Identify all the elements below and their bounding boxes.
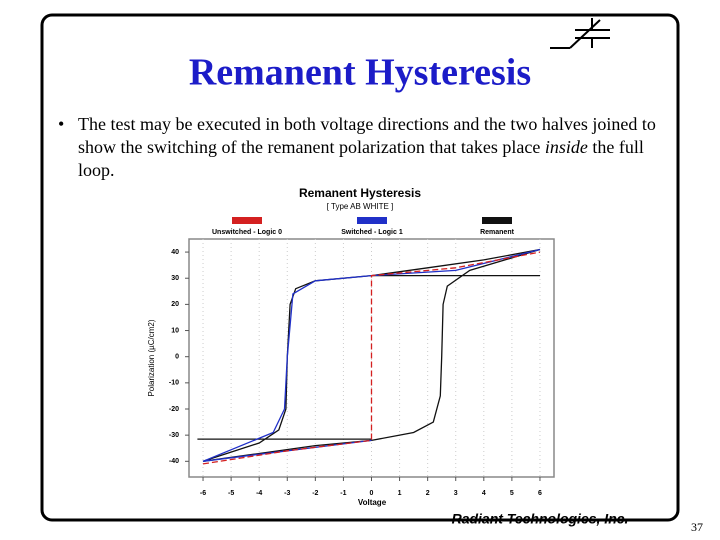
- bullet-text: The test may be executed in both voltage…: [78, 114, 656, 157]
- chart-subtitle: [ Type AB WHITE ]: [327, 202, 394, 211]
- bullet-dot: •: [58, 114, 65, 134]
- x-tick-label: 6: [538, 490, 542, 497]
- legend-swatch: [482, 217, 512, 224]
- legend-label: Unswitched - Logic 0: [212, 229, 282, 236]
- y-tick-label: 30: [171, 275, 179, 282]
- slide-title: Remanent Hysteresis: [189, 52, 531, 94]
- x-tick-label: 2: [426, 490, 430, 497]
- x-tick-label: -1: [340, 490, 346, 497]
- y-tick-label: -40: [169, 458, 179, 465]
- series-line: [202, 248, 541, 462]
- x-tick-label: 5: [510, 490, 514, 497]
- x-tick-label: 0: [370, 490, 374, 497]
- y-tick-label: -10: [169, 380, 179, 387]
- y-axis-label: Polarization (µC/cm2): [147, 319, 156, 396]
- y-tick-label: 10: [171, 327, 179, 334]
- footer-company: Radiant Technologies, Inc.: [452, 511, 629, 527]
- bullet-emphasis: inside: [544, 137, 588, 157]
- y-tick-label: -30: [169, 432, 179, 439]
- legend-label: Remanent: [480, 229, 515, 236]
- series-line: [202, 251, 541, 465]
- y-tick-label: 40: [171, 249, 179, 256]
- page-number: 37: [691, 520, 703, 534]
- legend-label: Switched - Logic 1: [341, 229, 403, 236]
- x-tick-label: -6: [200, 490, 206, 497]
- legend-swatch: [232, 217, 262, 224]
- slide-frame: [40, 13, 680, 522]
- x-tick-label: 4: [482, 490, 486, 497]
- x-tick-label: -2: [312, 490, 318, 497]
- y-tick-label: 20: [171, 301, 179, 308]
- x-tick-label: -4: [256, 490, 262, 497]
- x-tick-label: -5: [228, 490, 234, 497]
- chart-title: Remanent Hysteresis: [299, 186, 421, 200]
- legend-swatch: [357, 217, 387, 224]
- x-tick-label: -3: [284, 490, 290, 497]
- x-tick-label: 1: [398, 490, 402, 497]
- chart-background: [145, 188, 565, 513]
- bullet-text: the full loop.: [78, 137, 644, 180]
- x-tick-label: 3: [454, 490, 458, 497]
- x-axis-label: Voltage: [358, 498, 387, 507]
- chart: Remanent Hysteresis [ Type AB WHITE ] Unsw…: [147, 186, 555, 507]
- y-tick-label: 0: [175, 354, 179, 361]
- bullet: • The test may be executed in both voltag…: [58, 113, 678, 182]
- capacitor-icon: [550, 18, 610, 49]
- y-tick-label: -20: [169, 406, 179, 413]
